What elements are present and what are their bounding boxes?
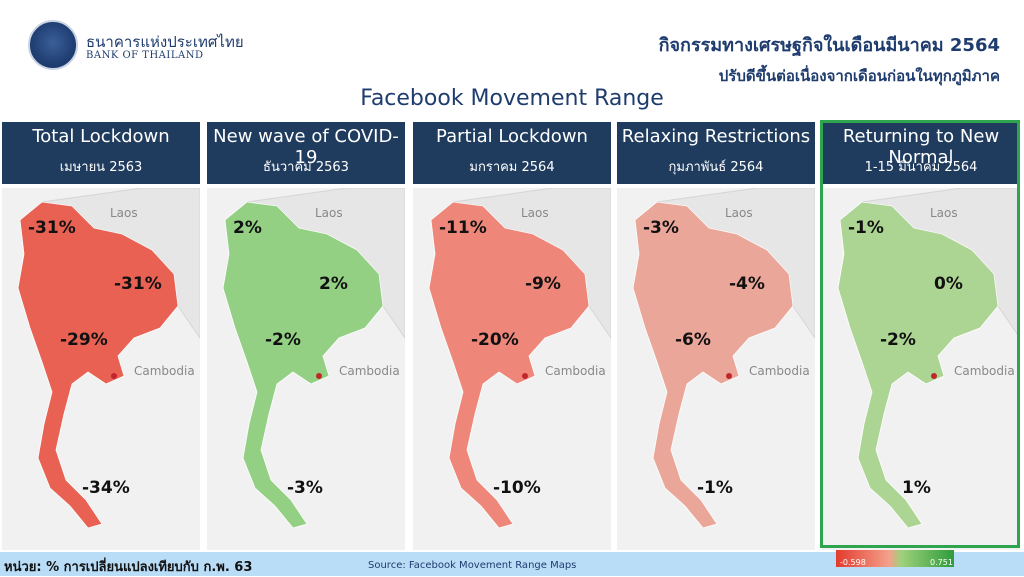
color-legend <box>836 550 954 567</box>
value-label-south: -10% <box>493 478 541 498</box>
thailand-region <box>428 201 590 529</box>
panel-title: Returning to New Normal <box>842 126 1000 168</box>
map-shape <box>207 188 405 550</box>
value-label-north: -11% <box>439 218 487 238</box>
country-label-cambodia: Cambodia <box>954 364 1015 378</box>
value-label-northeast: -4% <box>729 274 765 294</box>
country-label-laos: Laos <box>110 206 138 220</box>
value-label-central: -6% <box>675 330 711 350</box>
country-label-laos: Laos <box>521 206 549 220</box>
panel-period: กุมภาพันธ์ 2564 <box>668 160 764 175</box>
bank-name-th: ธนาคารแห่งประเทศไทย <box>86 33 244 51</box>
slide-header: ธนาคารแห่งประเทศไทย BANK OF THAILAND กิจ… <box>0 0 1024 120</box>
value-label-north: -3% <box>643 218 679 238</box>
thailand-map: Laos Cambodia <box>413 188 611 550</box>
panel-new-normal: Returning to New Normal 1-15 มีนาคม 2564 L… <box>822 122 1020 552</box>
panel-title: New wave of COVID-19 <box>213 126 399 168</box>
country-label-laos: Laos <box>315 206 343 220</box>
value-label-south: -34% <box>82 478 130 498</box>
country-label-laos: Laos <box>725 206 753 220</box>
panel-header: Returning to New Normal 1-15 มีนาคม 2564 <box>822 122 1020 184</box>
legend-max: 0.751 <box>930 558 953 567</box>
country-label-laos: Laos <box>930 206 958 220</box>
panel-total-lockdown: Total Lockdown เมษายน 2563 Laos Cambodia -31… <box>2 122 200 552</box>
slide-title: กิจกรรมทางเศรษฐกิจในเดือนมีนาคม 2564 <box>658 35 1000 56</box>
map-shape <box>413 188 611 550</box>
value-label-north: 2% <box>233 218 262 238</box>
thailand-map: Laos Cambodia <box>822 188 1020 550</box>
panel-title: Partial Lockdown <box>436 126 588 147</box>
main-title: Facebook Movement Range <box>360 86 664 111</box>
panel-period: มกราคม 2564 <box>469 160 555 175</box>
thailand-map: Laos Cambodia <box>2 188 200 550</box>
country-label-cambodia: Cambodia <box>545 364 606 378</box>
bank-logo-icon <box>28 20 78 70</box>
source-note: Source: Facebook Movement Range Maps <box>368 560 577 571</box>
bank-name-en: BANK OF THAILAND <box>86 50 204 61</box>
value-label-central: -2% <box>265 330 301 350</box>
country-label-cambodia: Cambodia <box>339 364 400 378</box>
value-label-northeast: 0% <box>934 274 963 294</box>
value-label-central: -2% <box>880 330 916 350</box>
value-label-northeast: -31% <box>114 274 162 294</box>
panel-header: Partial Lockdown มกราคม 2564 <box>413 122 611 184</box>
legend-min: -0.598 <box>840 558 866 567</box>
panel-period: 1-15 มีนาคม 2564 <box>864 160 978 175</box>
thailand-region <box>632 201 794 529</box>
map-shape <box>822 188 1020 550</box>
thailand-region <box>222 201 384 529</box>
panel-relaxing-restrictions: Relaxing Restrictions กุมภาพันธ์ 2564 Laos… <box>617 122 815 552</box>
map-shape <box>617 188 815 550</box>
value-label-south: -1% <box>697 478 733 498</box>
panel-partial-lockdown: Partial Lockdown มกราคม 2564 Laos Cambodia -… <box>413 122 611 552</box>
country-label-cambodia: Cambodia <box>134 364 195 378</box>
country-label-cambodia: Cambodia <box>749 364 810 378</box>
thailand-region <box>837 201 999 529</box>
value-label-northeast: -9% <box>525 274 561 294</box>
panel-new-wave: New wave of COVID-19 ธันวาคม 2563 Laos Camb… <box>207 122 405 552</box>
value-label-north: -1% <box>848 218 884 238</box>
thailand-map: Laos Cambodia <box>207 188 405 550</box>
thailand-region <box>17 201 179 529</box>
value-label-south: -3% <box>287 478 323 498</box>
panel-period: ธันวาคม 2563 <box>263 160 349 175</box>
value-label-central: -29% <box>60 330 108 350</box>
map-shape <box>2 188 200 550</box>
panel-title: Total Lockdown <box>32 126 170 147</box>
panel-header: Relaxing Restrictions กุมภาพันธ์ 2564 <box>617 122 815 184</box>
value-label-north: -31% <box>28 218 76 238</box>
panel-period: เมษายน 2563 <box>59 160 143 175</box>
panel-header: Total Lockdown เมษายน 2563 <box>2 122 200 184</box>
value-label-northeast: 2% <box>319 274 348 294</box>
slide-subtitle: ปรับดีขึ้นต่อเนื่องจากเดือนก่อนในทุกภูมิ… <box>718 67 1000 85</box>
value-label-south: 1% <box>902 478 931 498</box>
panel-header: New wave of COVID-19 ธันวาคม 2563 <box>207 122 405 184</box>
panel-title: Relaxing Restrictions <box>621 126 811 147</box>
value-label-central: -20% <box>471 330 519 350</box>
thailand-map: Laos Cambodia <box>617 188 815 550</box>
unit-note: หน่วย: % การเปลี่ยนแปลงเทียบกับ ก.พ. 63 <box>4 560 253 575</box>
